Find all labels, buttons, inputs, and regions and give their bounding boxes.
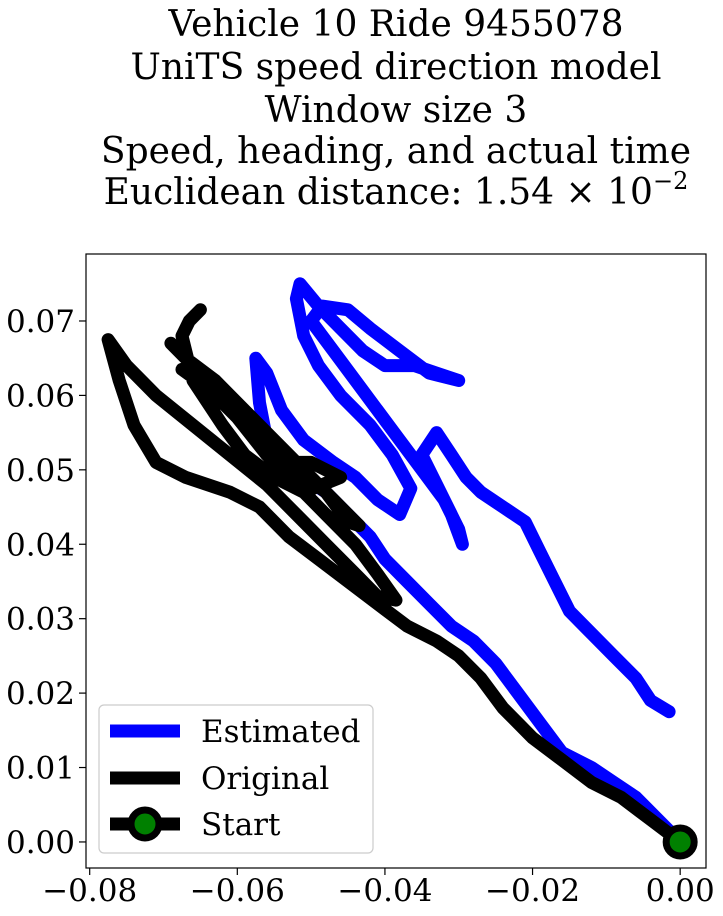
x-tick-label: −0.02 [485,873,580,909]
title-line-5: Euclidean distance: 1.54 × 10−2 [104,167,689,213]
legend-start-label: Start [201,807,281,843]
legend-box [98,704,374,854]
y-tick-label: 0.06 [6,378,75,414]
y-tick-label: 0.05 [6,453,75,489]
series-group [101,277,687,849]
estimated-series-line [249,277,687,849]
title-line-3: Window size 3 [265,90,528,131]
legend-estimated-label: Estimated [201,714,360,750]
title-line-2: UniTS speed direction model [131,47,662,88]
title-line-1: Vehicle 10 Ride 9455078 [167,4,623,45]
x-tick-label: 0.00 [646,873,715,909]
y-tick-label: 0.03 [6,602,75,638]
start-marker [662,824,698,860]
legend-original-label: Original [201,761,329,797]
y-tick-label: 0.00 [6,825,75,861]
y-tick-label: 0.02 [6,676,75,712]
x-tick-label: −0.08 [42,873,137,909]
axes: −0.08 −0.06 −0.04 −0.02 0.00 0.00 0.01 0.02 0.03… [6,253,715,909]
legend: Estimated Original Start [98,704,374,854]
x-tick-label: −0.04 [337,873,432,909]
chart-title: Vehicle 10 Ride 9455078 UniTS speed dire… [101,4,691,213]
legend-start-marker [127,806,163,842]
axes-frame [85,253,707,869]
title-distance-exponent: −2 [653,167,688,195]
y-tick-label: 0.04 [6,527,75,563]
title-line-4: Speed, heading, and actual time [101,131,691,172]
plot-area [101,277,698,860]
title-distance-text: Euclidean distance: 1.54 × 10 [104,172,653,213]
y-tick-label: 0.01 [6,751,75,787]
x-tick-label: −0.06 [190,873,285,909]
y-tick-label: 0.07 [6,304,75,340]
original-series-line [101,303,687,849]
